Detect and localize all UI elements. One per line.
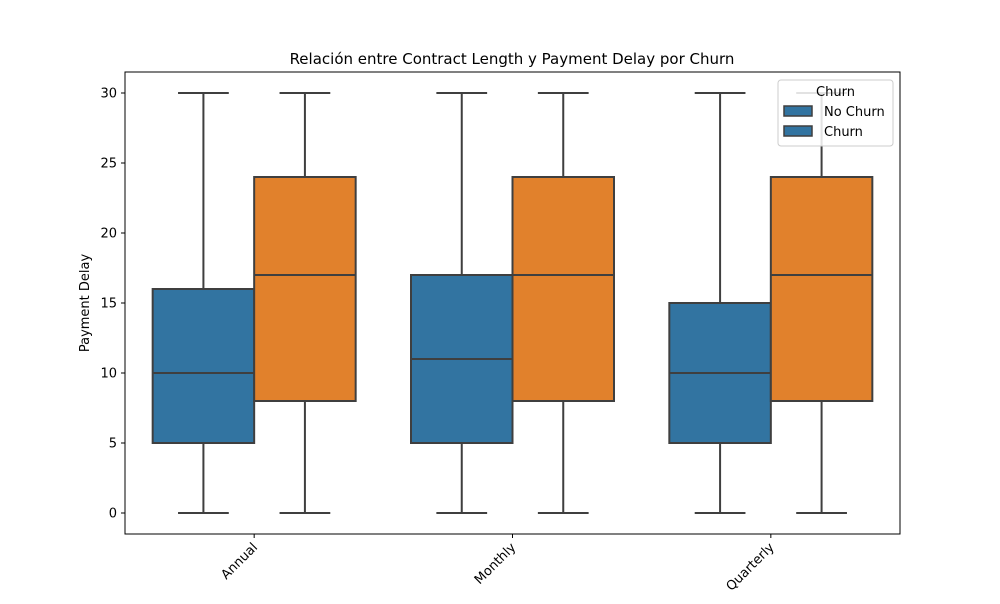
y-tick-label: 25 bbox=[100, 157, 117, 172]
legend: Churn No Churn Churn bbox=[777, 79, 894, 147]
legend-title: Churn bbox=[816, 85, 855, 100]
y-tick-label: 0 bbox=[109, 507, 117, 522]
box-body bbox=[511, 176, 615, 402]
y-tick-label: 10 bbox=[100, 367, 117, 382]
box-churn-annual bbox=[253, 92, 357, 514]
legend-entry: Churn bbox=[824, 125, 863, 140]
y-tick-label: 20 bbox=[100, 227, 117, 242]
y-axis-label: Payment Delay bbox=[78, 254, 93, 353]
box-churn-monthly bbox=[511, 92, 615, 514]
box-no-churn-monthly bbox=[410, 92, 514, 514]
box-churn-quarterly bbox=[769, 92, 874, 514]
legend-swatch bbox=[783, 125, 813, 137]
legend-entry: No Churn bbox=[824, 105, 885, 120]
box-body bbox=[151, 288, 256, 444]
box-no-churn-quarterly bbox=[668, 92, 772, 514]
box-body bbox=[253, 176, 357, 402]
y-tick-label: 5 bbox=[109, 437, 117, 452]
axes-frame bbox=[124, 71, 901, 535]
legend-swatch bbox=[783, 105, 813, 117]
x-tick-label: Quarterly bbox=[724, 540, 778, 594]
box-no-churn-annual bbox=[151, 92, 256, 514]
y-tick-label: 30 bbox=[100, 87, 117, 102]
y-tick-label: 15 bbox=[100, 297, 117, 312]
x-tick-label: Annual bbox=[218, 540, 261, 583]
box-body bbox=[769, 176, 874, 402]
plot-area: 0 5 10 15 20 25 30 Annual Monthly Quarterly bbox=[100, 87, 874, 594]
x-tick-label: Monthly bbox=[472, 540, 520, 588]
chart-title: Relación entre Contract Length y Payment… bbox=[290, 50, 735, 68]
